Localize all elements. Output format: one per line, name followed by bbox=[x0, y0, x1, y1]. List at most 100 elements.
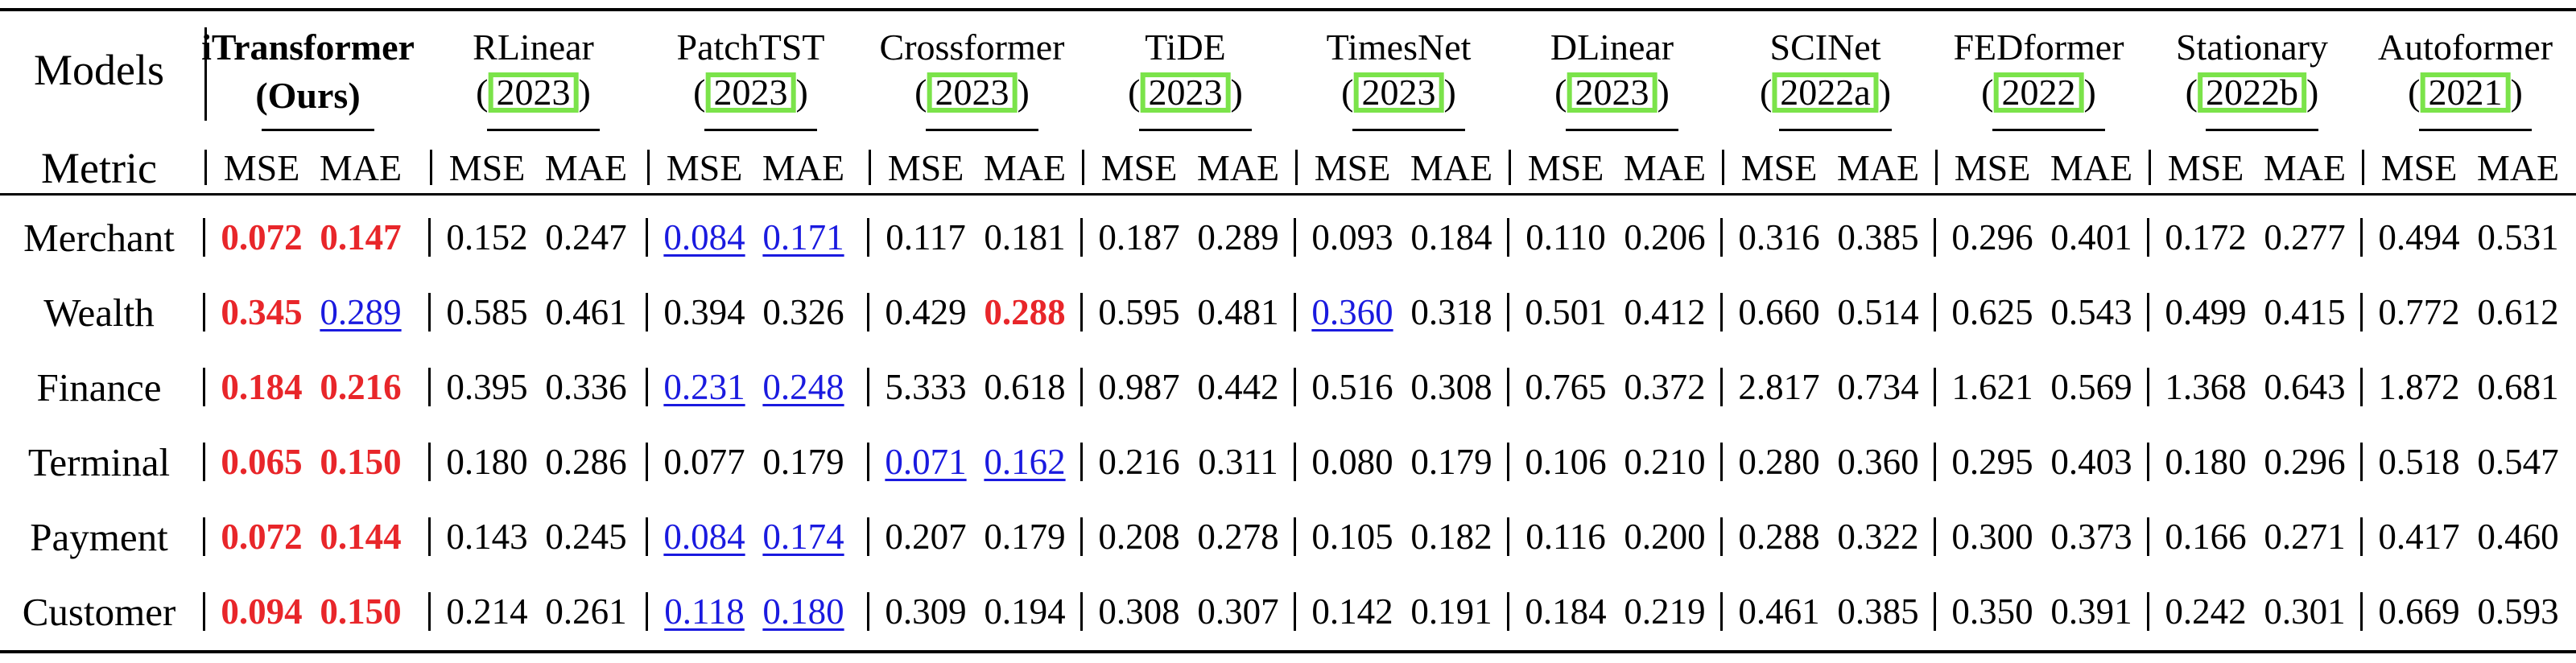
table-cell: 0.360 bbox=[1837, 442, 1919, 482]
table-cell: 0.214 bbox=[446, 591, 528, 632]
metric-mse: MSE bbox=[1954, 147, 2031, 188]
paren-close: ) bbox=[2510, 72, 2523, 113]
table-cell: 0.184 bbox=[221, 367, 303, 407]
table-cell: 0.142 bbox=[1311, 591, 1393, 632]
table-cell: 0.296 bbox=[1951, 217, 2033, 257]
table-cell: 0.326 bbox=[762, 292, 844, 332]
vline-cell bbox=[2147, 517, 2149, 556]
group-rule bbox=[2206, 129, 2318, 131]
table-cell: 2.817 bbox=[1738, 367, 1820, 407]
table-cell: 0.179 bbox=[762, 442, 844, 482]
paren-close: ) bbox=[1230, 72, 1243, 113]
vline-cell bbox=[1507, 592, 1509, 631]
model-name: FEDformer bbox=[1953, 27, 2124, 68]
model-year: 2022a bbox=[1772, 72, 1879, 113]
model-name: TiDE bbox=[1145, 27, 1226, 68]
model-name: Crossformer bbox=[879, 27, 1065, 68]
table-cell: 0.625 bbox=[1951, 292, 2033, 332]
table-cell: 0.394 bbox=[663, 292, 745, 332]
group-rule bbox=[1992, 129, 2105, 131]
vline-cell bbox=[1294, 293, 1296, 332]
model-year-wrap: (2022b) bbox=[2185, 71, 2319, 113]
metric-mse: MSE bbox=[1314, 147, 1391, 188]
vline-cell bbox=[1080, 293, 1083, 332]
vline-cell bbox=[1294, 592, 1296, 631]
vline-cell bbox=[1080, 592, 1083, 631]
table-cell: 0.288 bbox=[1738, 517, 1820, 557]
model-year: 2022 bbox=[1993, 72, 2084, 113]
vline-cell bbox=[203, 443, 205, 481]
table-cell: 0.415 bbox=[2264, 292, 2346, 332]
paren-close: ) bbox=[2306, 72, 2319, 113]
table-cell: 0.077 bbox=[663, 442, 745, 482]
table-cell: 0.084 bbox=[663, 517, 745, 557]
metric-mae: MAE bbox=[544, 147, 628, 188]
table-cell: 0.150 bbox=[320, 591, 402, 632]
table-cell: 0.072 bbox=[221, 217, 303, 257]
table-cell: 0.245 bbox=[545, 517, 627, 557]
table-cell: 0.391 bbox=[2050, 591, 2132, 632]
table-cell: 0.307 bbox=[1197, 591, 1279, 632]
table-cell: 0.569 bbox=[2050, 367, 2132, 407]
table-cell: 0.318 bbox=[1410, 292, 1492, 332]
paren-close: ) bbox=[1878, 72, 1892, 113]
metric-mse: MSE bbox=[1100, 147, 1178, 188]
table-cell: 0.429 bbox=[885, 292, 967, 332]
vline-cell bbox=[1720, 517, 1723, 556]
table-cell: 0.300 bbox=[1951, 517, 2033, 557]
table-cell: 0.174 bbox=[762, 517, 844, 557]
table-cell: 0.514 bbox=[1837, 292, 1919, 332]
vline-cell bbox=[2147, 293, 2149, 332]
vline-cell bbox=[1720, 592, 1723, 631]
vline-cell bbox=[428, 368, 431, 406]
vline-cell bbox=[646, 517, 648, 556]
vline-cell bbox=[646, 293, 648, 332]
metric-mse: MSE bbox=[448, 147, 526, 188]
vline-cell bbox=[867, 293, 869, 332]
table-cell: 0.543 bbox=[2050, 292, 2132, 332]
model-name: SCINet bbox=[1769, 27, 1881, 68]
paren-open: ( bbox=[1759, 72, 1773, 113]
paren-open: ( bbox=[914, 72, 927, 113]
vline-metric bbox=[2362, 150, 2364, 185]
model-year-wrap: (2023) bbox=[1554, 71, 1670, 113]
table-cell: 0.200 bbox=[1624, 517, 1706, 557]
vline-cell bbox=[867, 443, 869, 481]
vline-cell bbox=[867, 368, 869, 406]
group-rule bbox=[1566, 129, 1678, 131]
model-year-wrap: (2022a) bbox=[1760, 71, 1891, 113]
row-label: Payment bbox=[30, 515, 168, 559]
table-cell: 0.499 bbox=[2165, 292, 2247, 332]
table-cell: 0.208 bbox=[1098, 517, 1180, 557]
vline-cell bbox=[1080, 368, 1083, 406]
paren-close: ) bbox=[2083, 72, 2096, 113]
model-year-wrap: (2023) bbox=[476, 71, 591, 113]
group-rule bbox=[1352, 129, 1465, 131]
metric-mse: MSE bbox=[666, 147, 743, 188]
table-cell: 0.669 bbox=[2378, 591, 2460, 632]
metric-mse: MSE bbox=[1527, 147, 1604, 188]
model-name: Autoformer bbox=[2377, 27, 2553, 68]
table-cell: 0.316 bbox=[1738, 217, 1820, 257]
metric-mae: MAE bbox=[1410, 147, 1493, 188]
table-cell: 1.621 bbox=[1951, 367, 2033, 407]
table-cell: 0.308 bbox=[1098, 591, 1180, 632]
table-cell: 0.106 bbox=[1525, 442, 1607, 482]
metric-mae: MAE bbox=[983, 147, 1067, 188]
table-cell: 0.179 bbox=[984, 517, 1066, 557]
table-cell: 0.494 bbox=[2378, 217, 2460, 257]
paren-open: ( bbox=[2185, 72, 2198, 113]
table-cell: 0.643 bbox=[2264, 367, 2346, 407]
table-cell: 0.207 bbox=[885, 517, 967, 557]
table-cell: 0.288 bbox=[984, 292, 1066, 332]
table-cell: 0.385 bbox=[1837, 217, 1919, 257]
metric-mse: MSE bbox=[2380, 147, 2458, 188]
vline-cell bbox=[2147, 218, 2149, 257]
table-cell: 0.182 bbox=[1410, 517, 1492, 557]
vline-cell bbox=[1294, 517, 1296, 556]
bottom-rule bbox=[0, 650, 2576, 653]
vline-cell bbox=[203, 517, 205, 556]
table-cell: 0.242 bbox=[2165, 591, 2247, 632]
table-cell: 0.216 bbox=[320, 367, 402, 407]
table-cell: 0.248 bbox=[762, 367, 844, 407]
